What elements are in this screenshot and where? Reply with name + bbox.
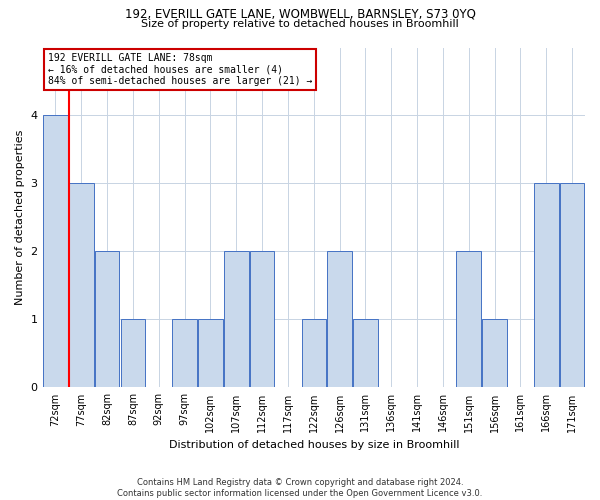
Bar bbox=[482, 320, 507, 388]
Bar bbox=[95, 252, 119, 388]
Text: Contains HM Land Registry data © Crown copyright and database right 2024.
Contai: Contains HM Land Registry data © Crown c… bbox=[118, 478, 482, 498]
Bar bbox=[353, 320, 378, 388]
Bar bbox=[250, 252, 274, 388]
Text: Size of property relative to detached houses in Broomhill: Size of property relative to detached ho… bbox=[141, 19, 459, 29]
Bar bbox=[560, 184, 584, 388]
Bar bbox=[172, 320, 197, 388]
Bar bbox=[224, 252, 248, 388]
Bar bbox=[121, 320, 145, 388]
Bar bbox=[328, 252, 352, 388]
Text: 192 EVERILL GATE LANE: 78sqm
← 16% of detached houses are smaller (4)
84% of sem: 192 EVERILL GATE LANE: 78sqm ← 16% of de… bbox=[48, 52, 313, 86]
X-axis label: Distribution of detached houses by size in Broomhill: Distribution of detached houses by size … bbox=[169, 440, 459, 450]
Bar bbox=[43, 116, 68, 388]
Bar bbox=[69, 184, 94, 388]
Bar bbox=[534, 184, 559, 388]
Y-axis label: Number of detached properties: Number of detached properties bbox=[15, 130, 25, 305]
Bar bbox=[302, 320, 326, 388]
Bar bbox=[457, 252, 481, 388]
Bar bbox=[198, 320, 223, 388]
Text: 192, EVERILL GATE LANE, WOMBWELL, BARNSLEY, S73 0YQ: 192, EVERILL GATE LANE, WOMBWELL, BARNSL… bbox=[125, 8, 475, 20]
